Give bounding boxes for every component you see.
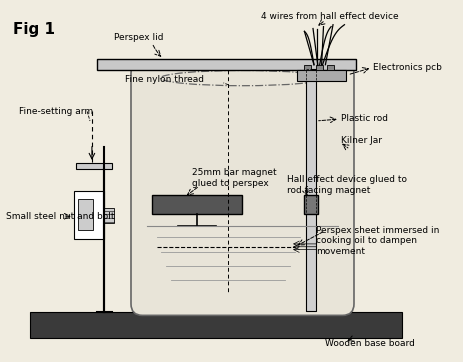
Text: Plastic rod: Plastic rod (340, 114, 387, 123)
Bar (104, 208, 113, 223)
Bar (304, 65, 310, 70)
Bar (306, 68, 315, 311)
Text: Fine nylon thread: Fine nylon thread (125, 75, 204, 84)
Text: Perspex lid: Perspex lid (113, 33, 163, 42)
Text: Hall effect device glued to
rod facing magnet: Hall effect device glued to rod facing m… (287, 175, 407, 195)
Bar (296, 70, 345, 81)
Bar (96, 59, 355, 70)
FancyBboxPatch shape (131, 62, 353, 315)
Bar (304, 195, 317, 214)
Bar (77, 199, 93, 230)
Text: Perspex sheet immersed in
cooking oil to dampen
movement: Perspex sheet immersed in cooking oil to… (315, 226, 438, 256)
Bar (30, 312, 401, 338)
Bar (152, 195, 242, 214)
Text: Electronics pcb: Electronics pcb (372, 63, 441, 72)
Text: Small steel nut and bolt: Small steel nut and bolt (6, 212, 114, 221)
Ellipse shape (160, 71, 324, 86)
Bar (75, 163, 112, 169)
Text: Wooden base board: Wooden base board (325, 340, 414, 349)
Text: Fine-setting arm: Fine-setting arm (19, 107, 93, 116)
Text: Fig 1: Fig 1 (13, 22, 55, 37)
Text: 4 wires from hall effect device: 4 wires from hall effect device (260, 12, 397, 21)
Text: 25mm bar magnet
glued to perspex: 25mm bar magnet glued to perspex (192, 168, 276, 188)
Bar (74, 191, 104, 239)
Bar (326, 65, 333, 70)
Text: Kilner Jar: Kilner Jar (340, 135, 381, 144)
Bar (315, 65, 322, 70)
